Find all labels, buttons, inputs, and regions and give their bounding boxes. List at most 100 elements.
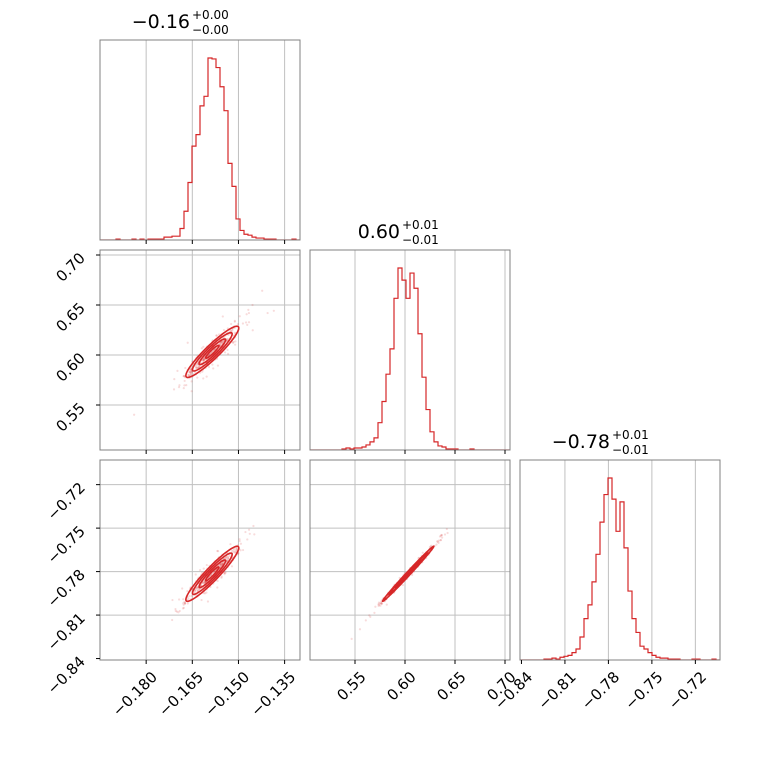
sample-point [188, 371, 191, 374]
frames-layer [99, 39, 721, 661]
sample-point [232, 549, 235, 552]
sample-point [174, 609, 177, 613]
sample-point [189, 368, 192, 371]
x-tick-label: −0.72 [665, 668, 710, 713]
sample-point [206, 600, 210, 603]
sample-point [219, 341, 223, 344]
sample-point [241, 322, 245, 325]
panel-title-err-plus: +0.01 [402, 218, 439, 232]
sample-point [223, 571, 226, 575]
sample-point [216, 549, 219, 553]
sample-point [380, 601, 383, 605]
sample-point [212, 349, 215, 352]
x-tick-label: 0.65 [433, 668, 469, 704]
sample-point [217, 550, 220, 553]
sample-point [226, 559, 229, 562]
sample-point [246, 323, 249, 326]
sample-point [385, 603, 388, 606]
sample-point [190, 371, 194, 374]
sample-point [211, 363, 214, 366]
contour-level [185, 325, 240, 379]
sample-point [187, 597, 190, 600]
sample-point [374, 605, 377, 608]
sample-point [202, 567, 205, 570]
histogram-0 [100, 57, 300, 240]
sample-point [223, 573, 226, 576]
sample-point [220, 564, 223, 567]
x-tick-label: −0.165 [155, 668, 207, 720]
sample-point [380, 600, 383, 603]
sample-point [379, 604, 382, 607]
y-tick-label: 0.55 [52, 399, 88, 435]
sample-point [378, 602, 381, 605]
sample-point [216, 364, 220, 367]
sample-point [235, 546, 238, 550]
sample-point [174, 607, 177, 611]
sample-point [445, 527, 448, 531]
sample-point [443, 533, 447, 536]
ticks-layer: −0.180−0.165−0.150−0.135 0.55 0.60 0.65 0.70… [44, 240, 710, 720]
sample-point [182, 598, 185, 601]
sample-point [230, 322, 233, 326]
sample-point [196, 588, 199, 592]
sample-point [225, 555, 228, 558]
sample-point [230, 565, 234, 568]
panel-title-err-minus: −0.01 [612, 443, 649, 457]
sample-point [239, 542, 243, 545]
sample-point [229, 543, 232, 546]
sample-point [401, 583, 405, 587]
titles-layer: −0.16 +0.00−0.000.60 +0.01−0.01−0.78 +0.01−… [132, 8, 649, 457]
sample-point [183, 379, 186, 383]
sample-point [226, 557, 230, 560]
sample-point [437, 541, 440, 544]
pair-panel-0-1 [133, 289, 275, 416]
sample-point [253, 533, 256, 536]
sample-point [232, 341, 235, 345]
sample-point [233, 319, 236, 322]
y-tick-label: −0.81 [44, 609, 89, 654]
sample-point [182, 375, 185, 378]
sample-point [226, 348, 229, 351]
sample-point [219, 342, 222, 345]
sample-point [421, 551, 424, 554]
sample-point [184, 366, 187, 370]
sample-point [246, 538, 249, 541]
contour-level [381, 545, 435, 603]
contour-level [185, 545, 240, 603]
sample-point [225, 559, 229, 562]
sample-point [202, 582, 205, 585]
sample-point [436, 540, 439, 543]
sample-point [183, 601, 187, 604]
sample-point [195, 587, 198, 590]
x-tick-label: −0.78 [578, 668, 623, 713]
sample-point [272, 309, 275, 312]
panel-title-value: 0.60 [358, 221, 400, 243]
sample-point [215, 334, 218, 337]
sample-point [440, 536, 444, 539]
sample-point [430, 544, 433, 547]
sample-point [378, 603, 381, 606]
sample-point [172, 388, 176, 391]
sample-point [220, 575, 223, 578]
sample-point [238, 539, 241, 543]
sample-point [220, 563, 223, 566]
sample-point [251, 303, 254, 307]
sample-point [202, 359, 205, 362]
sample-point [186, 602, 189, 605]
y-tick-label: 0.65 [52, 299, 88, 335]
sample-point [133, 413, 136, 416]
panel-title-err-minus: −0.00 [192, 23, 229, 37]
sample-point [234, 549, 237, 552]
sample-point [377, 601, 381, 604]
sample-point [203, 357, 206, 360]
sample-point [205, 375, 208, 378]
sample-point [188, 370, 191, 373]
sample-point [247, 311, 251, 315]
sample-point [178, 609, 181, 613]
sample-point [212, 367, 215, 370]
contour-level [204, 344, 220, 360]
sample-point [190, 371, 193, 374]
sample-point [224, 556, 227, 560]
sample-point [193, 589, 197, 592]
sample-point [219, 564, 222, 567]
